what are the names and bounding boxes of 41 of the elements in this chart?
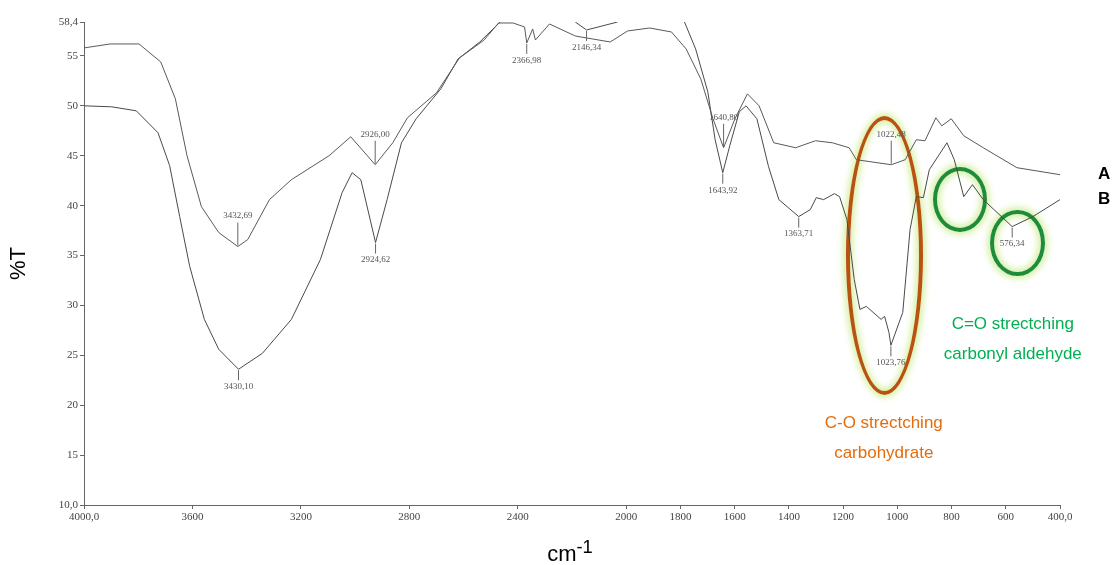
x-tick-label: 3200 — [289, 510, 313, 523]
annotation: C=O strectching carbonyl aldehyde — [942, 313, 1083, 366]
x-tick-label: 2000 — [615, 510, 638, 523]
y-axis-title: %T — [5, 247, 31, 280]
x-tick-label: 600 — [997, 510, 1015, 523]
annotation: 1023,76 — [876, 357, 907, 368]
x-tick-label: 1800 — [669, 510, 692, 523]
x-tick-label: 800 — [943, 510, 961, 523]
y-tick-label: 45 — [67, 148, 79, 161]
annotation: 1643,92 — [708, 184, 738, 195]
annotation: 2146,34 — [571, 41, 602, 52]
annotation: 2924,62 — [360, 254, 391, 265]
x-axis-title: cm$^{-1}$ — [546, 536, 594, 565]
y-tick-label: 30 — [67, 298, 79, 311]
y-tick-label: 15 — [67, 447, 79, 460]
text: B — [1098, 189, 1111, 209]
y-tick-label: 55 — [67, 48, 79, 61]
annotation: 3430,10 — [223, 381, 254, 392]
annotation: 2366,98 — [512, 54, 542, 65]
annotation: 3432,69 — [223, 210, 253, 221]
annotation: C-O strectching carbohydrate — [823, 412, 944, 465]
annotation: 576,34 — [999, 238, 1026, 249]
y-tick-label: 10,0 — [58, 497, 79, 510]
y-tick-label: 50 — [67, 98, 79, 111]
x-tick-label: 2400 — [506, 510, 530, 523]
y-tick-label: 58,4 — [58, 14, 79, 27]
x-tick-label: 4000,0 — [68, 510, 100, 523]
text: A — [1098, 164, 1111, 184]
y-tick-label: 25 — [67, 348, 79, 361]
x-tick-label: 2800 — [398, 510, 421, 523]
y-tick-label: 35 — [67, 248, 79, 261]
annotation: 2926,00 — [360, 128, 391, 139]
x-tick-label: 3600 — [181, 510, 204, 523]
x-tick-label: 400,0 — [1047, 510, 1073, 523]
x-tick-label: 1000 — [886, 510, 909, 523]
x-tick-label: 1200 — [832, 510, 855, 523]
x-tick-label: 1600 — [723, 510, 747, 523]
y-tick-label: 40 — [67, 198, 79, 211]
annotation: 1363,71 — [784, 228, 814, 239]
y-tick-label: 20 — [67, 398, 79, 411]
x-tick-label: 1400 — [777, 510, 801, 523]
